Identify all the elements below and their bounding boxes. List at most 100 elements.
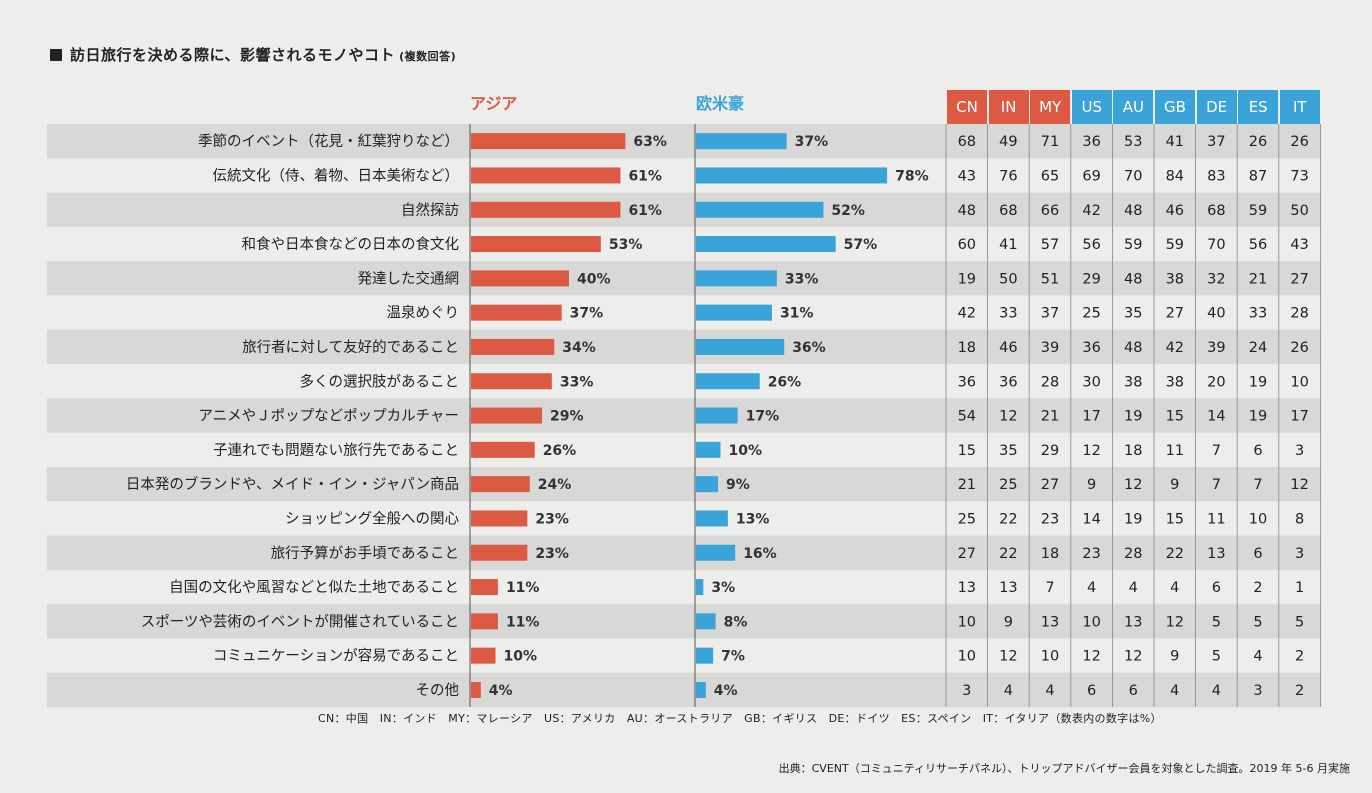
asia-value-label: 11% (506, 614, 540, 630)
category-label: 自国の文化や風習などと似た土地であること (169, 579, 459, 596)
country-code-my: MY (1030, 90, 1071, 124)
asia-bar (471, 304, 562, 321)
category-label: 旅行者に対して友好的であること (242, 339, 459, 356)
table-cell-value: 6 (1129, 683, 1138, 699)
table-cell-value: 28 (1124, 546, 1142, 562)
asia-value-label: 26% (543, 443, 577, 459)
table-cell-value: 23 (1082, 546, 1100, 562)
table-cell-value: 13 (1124, 614, 1142, 630)
table-cell-value: 68 (1207, 203, 1225, 219)
asia-bar (471, 236, 601, 253)
category-label: 発達した交通網 (358, 269, 460, 287)
table-cell-value: 25 (958, 511, 976, 527)
table-cell-value: 9 (1170, 649, 1179, 665)
table-cell-value: 50 (999, 271, 1017, 287)
table-cell-value: 39 (1207, 340, 1225, 356)
table-cell-value: 73 (1290, 168, 1308, 184)
table-cell-value: 10 (958, 649, 976, 665)
table-cell-value: 27 (1166, 306, 1184, 322)
table-cell-value: 13 (1207, 546, 1225, 562)
category-label: 和食や日本食などの日本の食文化 (242, 236, 460, 253)
asia-value-label: 61% (628, 168, 662, 184)
table-cell-value: 4 (1129, 580, 1138, 596)
country-code-gb: GB (1155, 90, 1195, 124)
table-cell-value: 27 (1041, 477, 1059, 493)
table-cell-value: 42 (1082, 203, 1100, 219)
table-cell-value: 56 (1249, 237, 1267, 253)
row-band (47, 192, 1321, 227)
table-cell-value: 36 (999, 374, 1017, 390)
table-cell-value: 21 (1249, 271, 1267, 287)
row-band (47, 329, 1321, 365)
table-cell-value: 15 (958, 443, 976, 459)
table-cell-value: 83 (1207, 168, 1225, 184)
table-cell-value: 19 (1249, 374, 1267, 390)
west-bar (696, 201, 824, 218)
table-cell-value: 3 (962, 683, 971, 699)
west-bar (696, 476, 719, 493)
table-cell-value: 68 (999, 203, 1017, 219)
country-code-it: IT (1279, 90, 1320, 124)
table-cell-value: 13 (999, 580, 1017, 596)
table-cell-value: 41 (1166, 134, 1184, 150)
table-cell-value: 19 (1249, 409, 1267, 425)
table-cell-value: 1 (1295, 580, 1304, 596)
table-cell-value: 60 (958, 237, 976, 253)
table-cell-value: 12 (1166, 614, 1184, 630)
country-code-us: US (1071, 90, 1112, 124)
table-cell-value: 38 (1124, 374, 1142, 390)
table-cell-value: 10 (958, 614, 976, 630)
table-cell-value: 36 (1082, 134, 1100, 150)
title-text: 訪日旅行を決める際に、影響されるモノやコト (70, 46, 396, 64)
table-cell-value: 35 (1124, 306, 1142, 322)
table-cell-value: 12 (1082, 649, 1100, 665)
table-cell-value: 4 (1212, 683, 1221, 699)
west-bar (696, 373, 760, 390)
table-cell-value: 10 (1041, 649, 1059, 665)
west-value-label: 10% (729, 443, 763, 459)
west-value-label: 37% (795, 134, 829, 150)
table-cell-value: 18 (1041, 546, 1059, 562)
table-cell-value: 2 (1253, 580, 1262, 596)
country-code-legend: CN：中国 IN：インド MY：マレーシア US：アメリカ AU：オーストラリア… (318, 712, 1162, 725)
west-bar (696, 441, 721, 458)
asia-bar (471, 613, 498, 630)
table-cell-value: 29 (1082, 271, 1100, 287)
table-cell-value: 49 (999, 134, 1017, 150)
category-label: その他 (416, 682, 460, 699)
row-band (47, 672, 1321, 708)
table-cell-value: 12 (999, 649, 1017, 665)
table-cell-value: 26 (1249, 134, 1267, 150)
west-bar (696, 167, 888, 184)
category-label: コミュニケーションが容易であること (213, 648, 459, 665)
table-cell-value: 5 (1253, 614, 1262, 630)
west-value-label: 31% (780, 306, 814, 322)
table-cell-value: 7 (1212, 477, 1221, 493)
west-value-label: 9% (726, 477, 750, 493)
table-cell-value: 12 (1290, 477, 1308, 493)
category-label: 温泉めぐり (387, 305, 460, 322)
table-cell-value: 3 (1295, 443, 1304, 459)
asia-value-label: 63% (633, 134, 667, 150)
row-band (47, 398, 1321, 433)
country-code-cn: CN (947, 90, 987, 124)
row-band (47, 261, 1321, 296)
table-cell-value: 5 (1212, 614, 1221, 630)
table-cell-value: 6 (1087, 683, 1096, 699)
table-cell-value: 71 (1041, 134, 1059, 150)
table-cell-value: 22 (1166, 546, 1184, 562)
table-cell-value: 43 (1290, 237, 1308, 253)
table-cell-value: 27 (958, 546, 976, 562)
west-bar (696, 236, 836, 253)
west-bar (696, 510, 728, 527)
table-cell-value: 11 (1207, 511, 1225, 527)
group-label-asia: アジア (470, 94, 518, 113)
west-value-label: 7% (721, 649, 745, 665)
table-cell-value: 43 (958, 168, 976, 184)
category-label: 自然探訪 (401, 202, 459, 219)
table-cell-value: 70 (1207, 237, 1225, 253)
asia-value-label: 53% (609, 237, 643, 253)
asia-value-label: 11% (506, 580, 540, 596)
asia-value-label: 23% (535, 511, 569, 527)
west-bar (696, 133, 787, 150)
